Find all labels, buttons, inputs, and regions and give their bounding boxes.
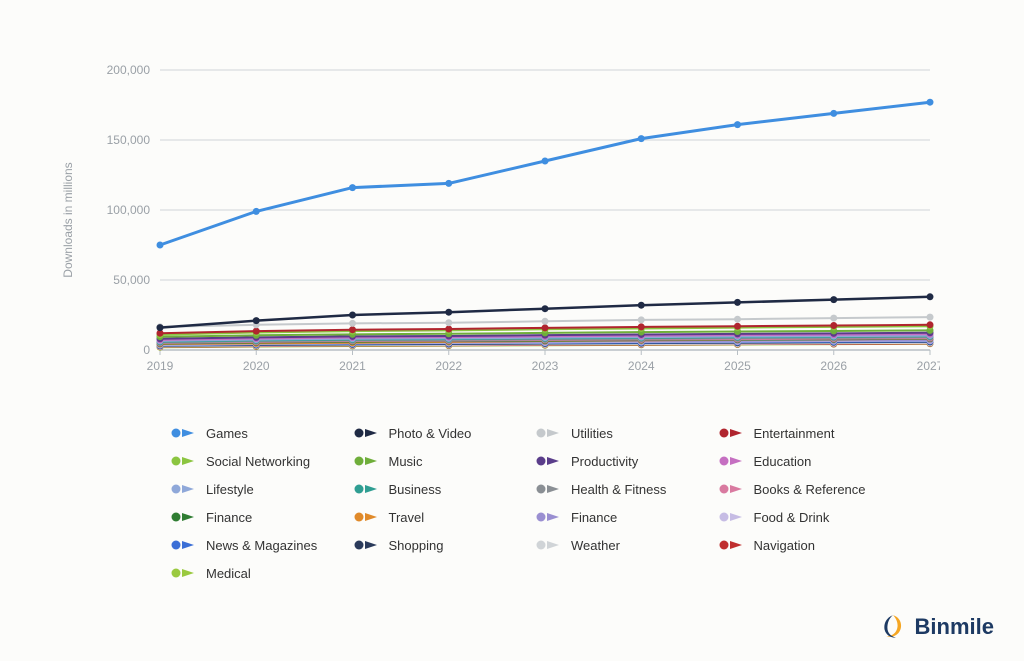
legend-marker-icon (353, 482, 381, 496)
legend-label: Business (389, 482, 442, 497)
legend-marker-icon (718, 538, 746, 552)
legend-marker-icon (170, 454, 198, 468)
legend-marker-icon (170, 538, 198, 552)
legend-item: Entertainment (718, 420, 891, 446)
legend-label: Games (206, 426, 248, 441)
legend-label: Utilities (571, 426, 613, 441)
legend-item: Business (353, 476, 526, 502)
legend-item: Navigation (718, 532, 891, 558)
svg-text:2020: 2020 (243, 359, 270, 373)
legend-item: Music (353, 448, 526, 474)
legend-label: Education (754, 454, 812, 469)
legend-item: Shopping (353, 532, 526, 558)
legend-label: Photo & Video (389, 426, 472, 441)
legend-marker-icon (353, 426, 381, 440)
legend-marker-icon (535, 538, 563, 552)
legend-label: Shopping (389, 538, 444, 553)
legend-marker-icon (170, 482, 198, 496)
legend-item: Books & Reference (718, 476, 891, 502)
legend-marker-icon (718, 454, 746, 468)
svg-text:2022: 2022 (435, 359, 462, 373)
legend-marker-icon (718, 426, 746, 440)
legend-label: Travel (389, 510, 425, 525)
legend-item: Utilities (535, 420, 708, 446)
legend-marker-icon (353, 454, 381, 468)
legend-marker-icon (718, 510, 746, 524)
legend-item: Weather (535, 532, 708, 558)
legend-item: Games (170, 420, 343, 446)
legend-item: Medical (170, 560, 343, 586)
legend-marker-icon (535, 510, 563, 524)
legend-item: Finance (535, 504, 708, 530)
brand-text: Binmile (915, 614, 994, 640)
legend-label: Weather (571, 538, 620, 553)
svg-text:200,000: 200,000 (107, 63, 151, 77)
legend-item: Travel (353, 504, 526, 530)
legend-item: Health & Fitness (535, 476, 708, 502)
svg-text:2021: 2021 (339, 359, 366, 373)
svg-text:2027: 2027 (917, 359, 940, 373)
legend-label: Medical (206, 566, 251, 581)
svg-text:2026: 2026 (820, 359, 847, 373)
svg-text:2019: 2019 (147, 359, 174, 373)
legend-label: Entertainment (754, 426, 835, 441)
svg-text:50,000: 50,000 (113, 273, 150, 287)
brand-logo-icon (879, 613, 907, 641)
legend-marker-icon (170, 566, 198, 580)
svg-text:2025: 2025 (724, 359, 751, 373)
legend-label: Social Networking (206, 454, 310, 469)
legend-marker-icon (535, 426, 563, 440)
legend-item: News & Magazines (170, 532, 343, 558)
line-chart: 0 50,000 100,000 150,000 200,000 2019 2020 2021… (80, 60, 940, 390)
legend-label: Music (389, 454, 423, 469)
legend-label: Lifestyle (206, 482, 254, 497)
legend-label: News & Magazines (206, 538, 317, 553)
svg-text:2023: 2023 (532, 359, 559, 373)
legend-label: Food & Drink (754, 510, 830, 525)
legend-marker-icon (718, 482, 746, 496)
chart-svg: 0 50,000 100,000 150,000 200,000 2019 2020 2021… (80, 60, 940, 390)
legend-label: Navigation (754, 538, 815, 553)
legend-marker-icon (170, 510, 198, 524)
legend-marker-icon (535, 454, 563, 468)
legend-item: Lifestyle (170, 476, 343, 502)
brand-watermark: Binmile (879, 613, 994, 641)
legend-item: Social Networking (170, 448, 343, 474)
legend-label: Books & Reference (754, 482, 866, 497)
legend-label: Productivity (571, 454, 638, 469)
svg-text:150,000: 150,000 (107, 133, 151, 147)
legend-marker-icon (353, 510, 381, 524)
legend-item: Education (718, 448, 891, 474)
svg-text:2024: 2024 (628, 359, 655, 373)
legend-item: Food & Drink (718, 504, 891, 530)
legend-marker-icon (353, 538, 381, 552)
legend-marker-icon (535, 482, 563, 496)
chart-frame: Downloads in millions 0 50,000 100,000 150,… (0, 0, 1024, 661)
svg-text:100,000: 100,000 (107, 203, 151, 217)
legend-label: Health & Fitness (571, 482, 666, 497)
legend-label: Finance (206, 510, 252, 525)
legend-item: Finance (170, 504, 343, 530)
legend-label: Finance (571, 510, 617, 525)
legend: Games Photo & Video Utilities Entertainm… (170, 420, 890, 586)
legend-item: Photo & Video (353, 420, 526, 446)
legend-item: Productivity (535, 448, 708, 474)
y-axis-title: Downloads in millions (61, 162, 75, 277)
legend-marker-icon (170, 426, 198, 440)
svg-text:0: 0 (143, 343, 150, 357)
